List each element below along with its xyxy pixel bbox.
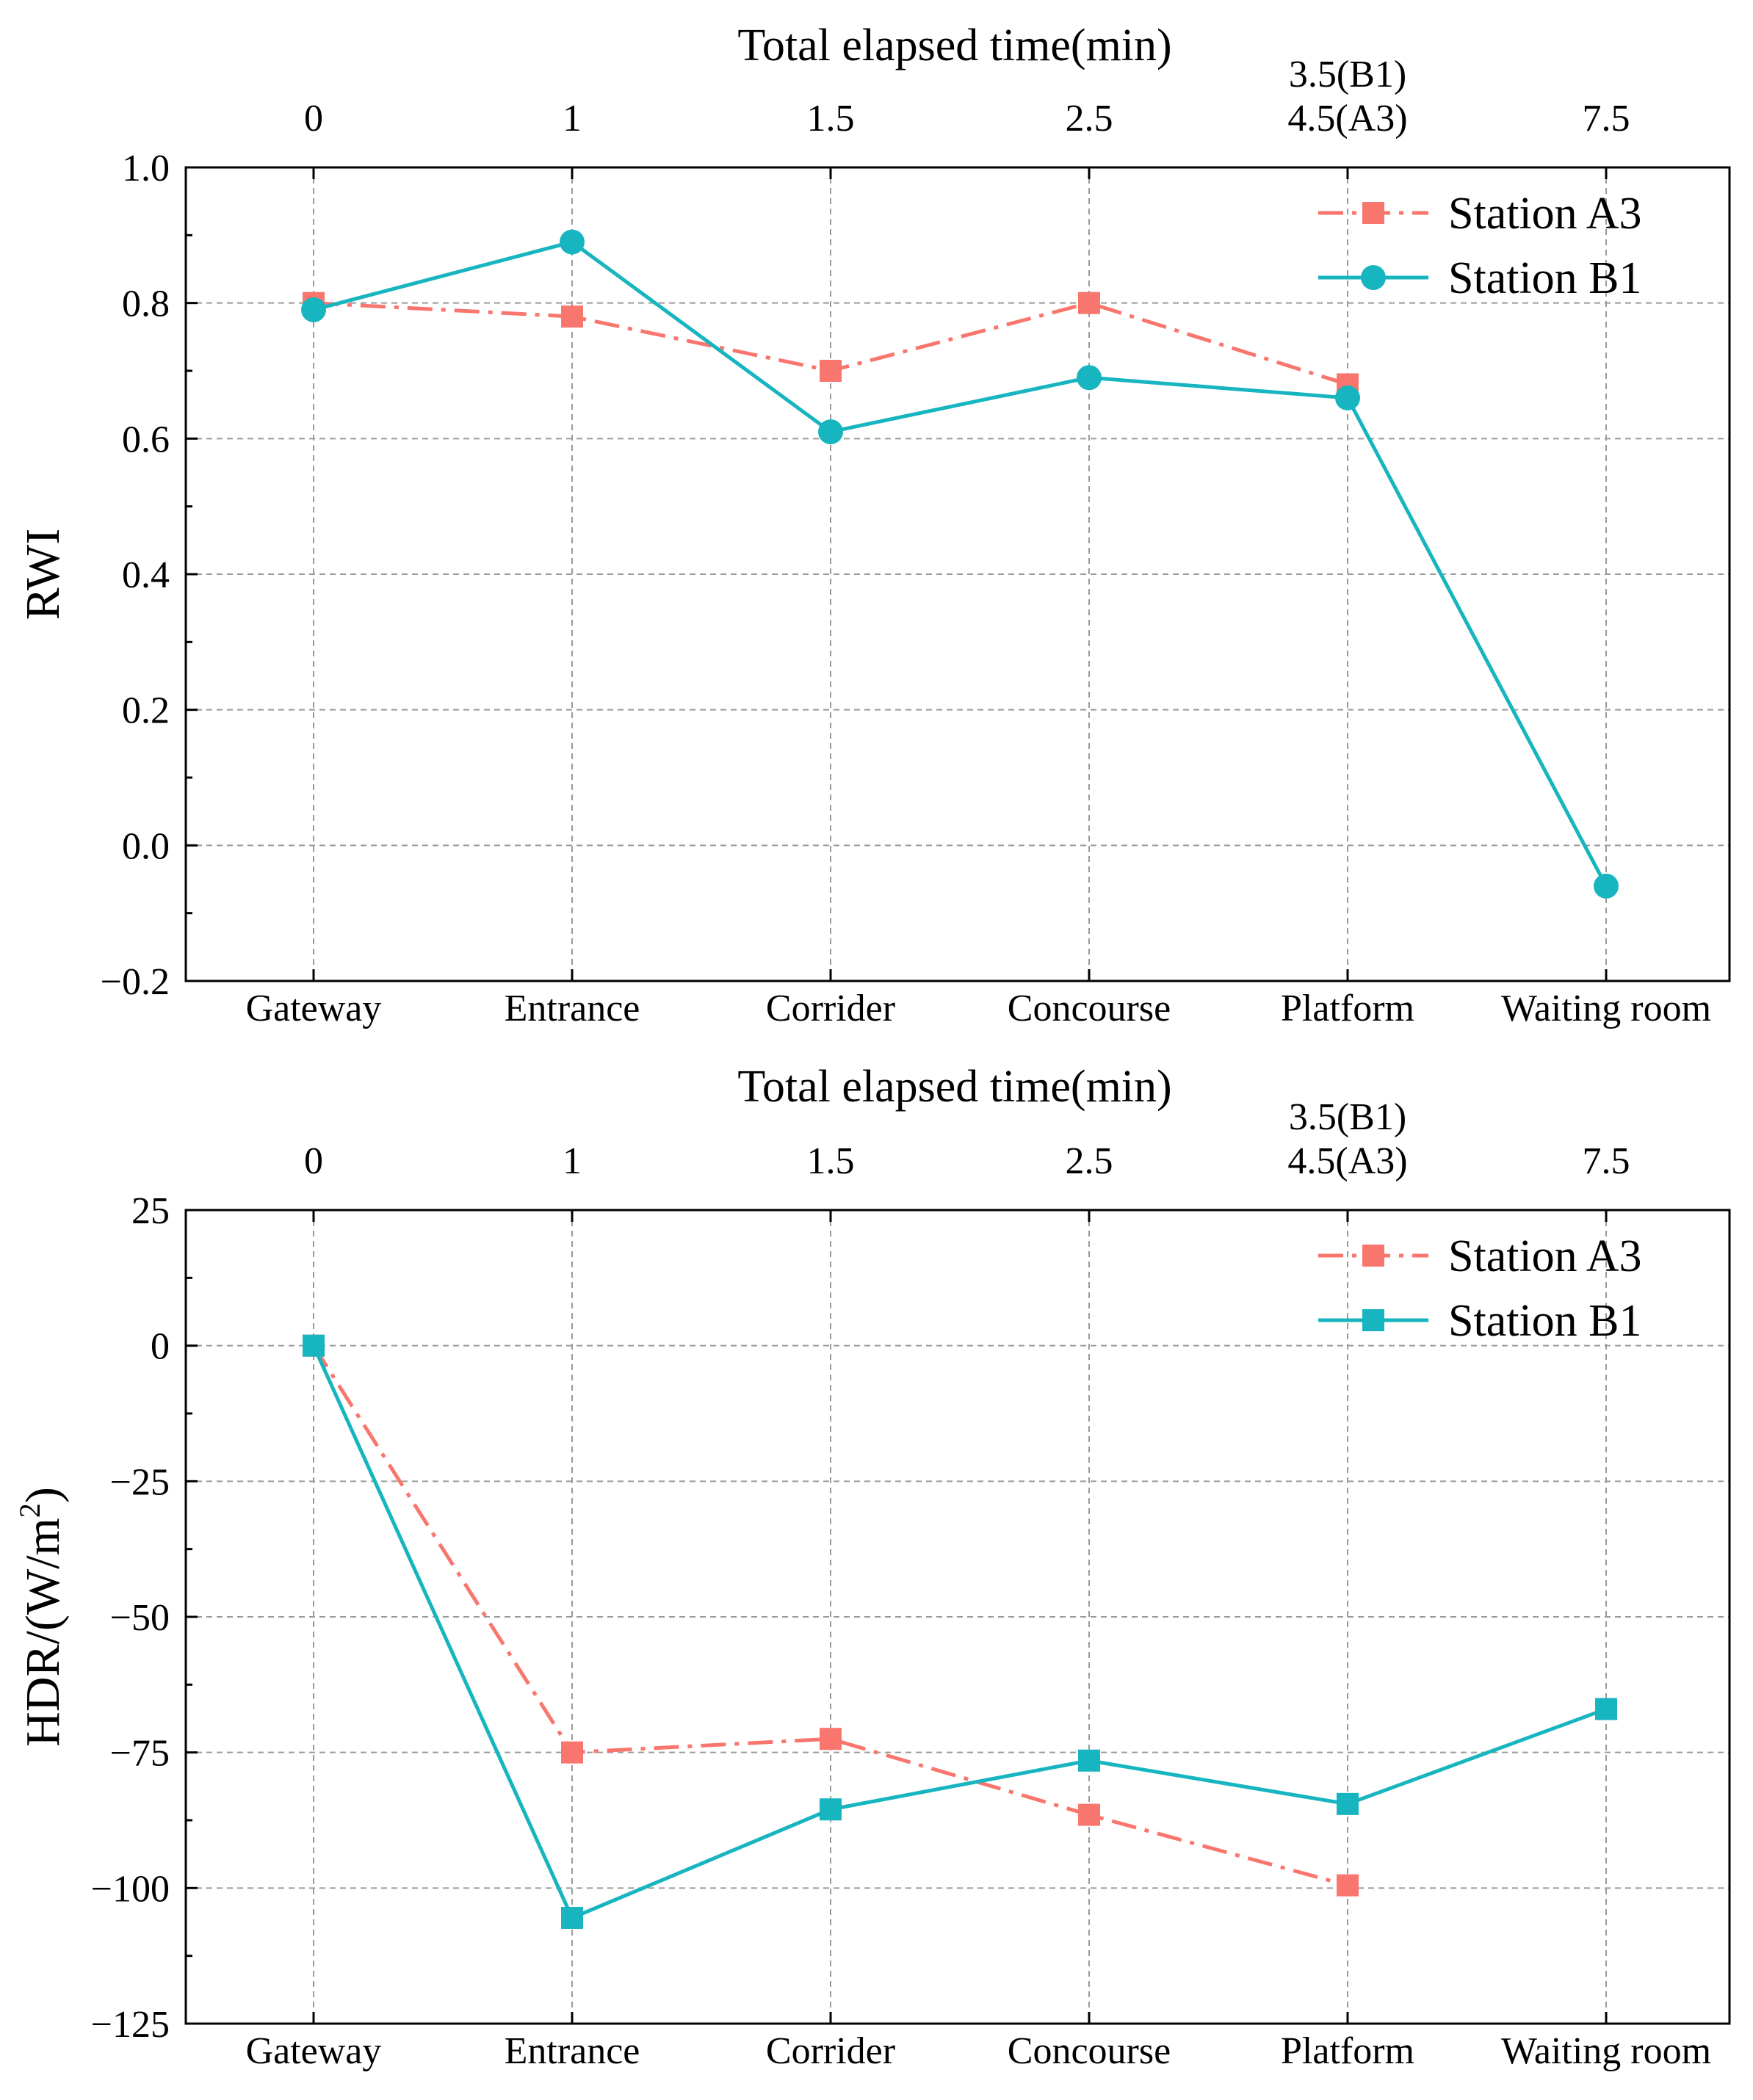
y-axis-label-superscript: 2 [13, 1503, 46, 1518]
x-tick-label: Entrance [505, 2030, 640, 2072]
data-point [301, 297, 326, 322]
y-tick-label: −50 [110, 1597, 170, 1639]
x-tick-label: Gateway [246, 2030, 382, 2072]
top-tick-label: 2.5 [1066, 98, 1113, 140]
top-tick-label: 1 [563, 1140, 582, 1182]
top-axis-title: Total elapsed time(min) [737, 21, 1171, 70]
y-tick-label: −75 [110, 1733, 170, 1775]
y-tick-label: 0.6 [122, 419, 170, 460]
top-tick-label: 0 [304, 1140, 323, 1182]
y-axis-label: HDR/(W/m2) [13, 1487, 70, 1747]
y-tick-label: −0.2 [101, 961, 170, 1003]
top-tick-label: 7.5 [1583, 1140, 1630, 1182]
x-tick-label: Entrance [505, 988, 640, 1029]
top-tick-label: 3.5(B1) [1289, 1096, 1406, 1138]
top-axis-title: Total elapsed time(min) [737, 1062, 1171, 1112]
x-tick-label: Platform [1281, 2030, 1414, 2072]
y-tick-label: 25 [131, 1190, 170, 1232]
data-point [561, 1906, 583, 1929]
series-line-station-b1 [311, 1344, 1607, 1920]
data-point [820, 1798, 842, 1821]
y-axis-label-main: HDR/(W/m [16, 1518, 70, 1747]
top-tick-label: 2.5 [1066, 1140, 1113, 1182]
y-tick-label: 1.0 [122, 148, 170, 189]
x-tick-label: Waiting room [1501, 2030, 1711, 2072]
series-line-station-b1 [313, 240, 1608, 887]
legend-marker [1362, 1245, 1384, 1267]
x-tick-label: Corrider [766, 2030, 895, 2072]
y-tick-label: −25 [110, 1461, 170, 1503]
x-tick-label: Platform [1281, 988, 1414, 1029]
top-tick-label: 4.5(A3) [1287, 98, 1407, 140]
top-tick-label: 4.5(A3) [1287, 1140, 1407, 1182]
y-tick-label: 0.0 [122, 825, 170, 867]
data-point [820, 360, 842, 382]
chart-panel-1: −0.2 0.0 0.2 0.4 0.6 0.8 1.0 Gateway 0 Entrance 1 C… [16, 21, 1731, 1029]
data-point [1337, 1792, 1359, 1815]
legend-marker [1362, 202, 1384, 224]
y-tick-label: 0.4 [122, 554, 170, 596]
x-tick-label: Concourse [1008, 2030, 1171, 2072]
y-tick-label: 0.8 [122, 283, 170, 325]
data-point [1078, 1749, 1100, 1772]
top-tick-label: 1.5 [807, 1140, 855, 1182]
top-tick-label: 1.5 [807, 98, 855, 140]
data-point [561, 305, 583, 328]
top-tick-label: 7.5 [1583, 98, 1630, 140]
y-tick-label: −125 [91, 2004, 170, 2046]
y-axis-label-tail: ) [16, 1487, 70, 1503]
legend-label: Station A3 [1448, 189, 1642, 239]
data-point [303, 1334, 325, 1357]
legend-label: Station B1 [1448, 253, 1642, 303]
top-tick-label: 3.5(B1) [1289, 54, 1406, 95]
legend-marker [1362, 1309, 1384, 1331]
data-point [1337, 1874, 1359, 1897]
data-point [820, 1728, 842, 1750]
top-tick-label: 1 [563, 98, 582, 140]
legend-label: Station A3 [1448, 1231, 1642, 1281]
data-point [561, 1741, 583, 1764]
data-point [1077, 365, 1102, 391]
legend-marker [1361, 265, 1386, 290]
x-tick-label: Gateway [246, 988, 382, 1029]
data-point [1335, 385, 1360, 410]
y-axis-label: RWI [16, 529, 70, 620]
y-tick-label: 0 [151, 1326, 170, 1368]
top-tick-label: 0 [304, 98, 323, 140]
x-tick-label: Concourse [1008, 988, 1171, 1029]
data-point [818, 419, 843, 445]
data-point [1078, 1803, 1100, 1826]
x-tick-label: Waiting room [1501, 988, 1711, 1029]
data-point [1594, 873, 1619, 899]
y-axis-label-main: RWI [16, 529, 70, 620]
legend-label: Station B1 [1448, 1296, 1642, 1346]
data-point [560, 229, 585, 255]
y-tick-label: −100 [91, 1868, 170, 1910]
data-point [1595, 1698, 1617, 1720]
data-point [1078, 292, 1100, 314]
chart-panel-2: −125 −100 −75 −50 −25 0 25 Gateway 0 Entrance 1 Cor… [13, 1062, 1731, 2072]
x-tick-label: Corrider [766, 988, 895, 1029]
y-tick-label: 0.2 [122, 690, 170, 732]
